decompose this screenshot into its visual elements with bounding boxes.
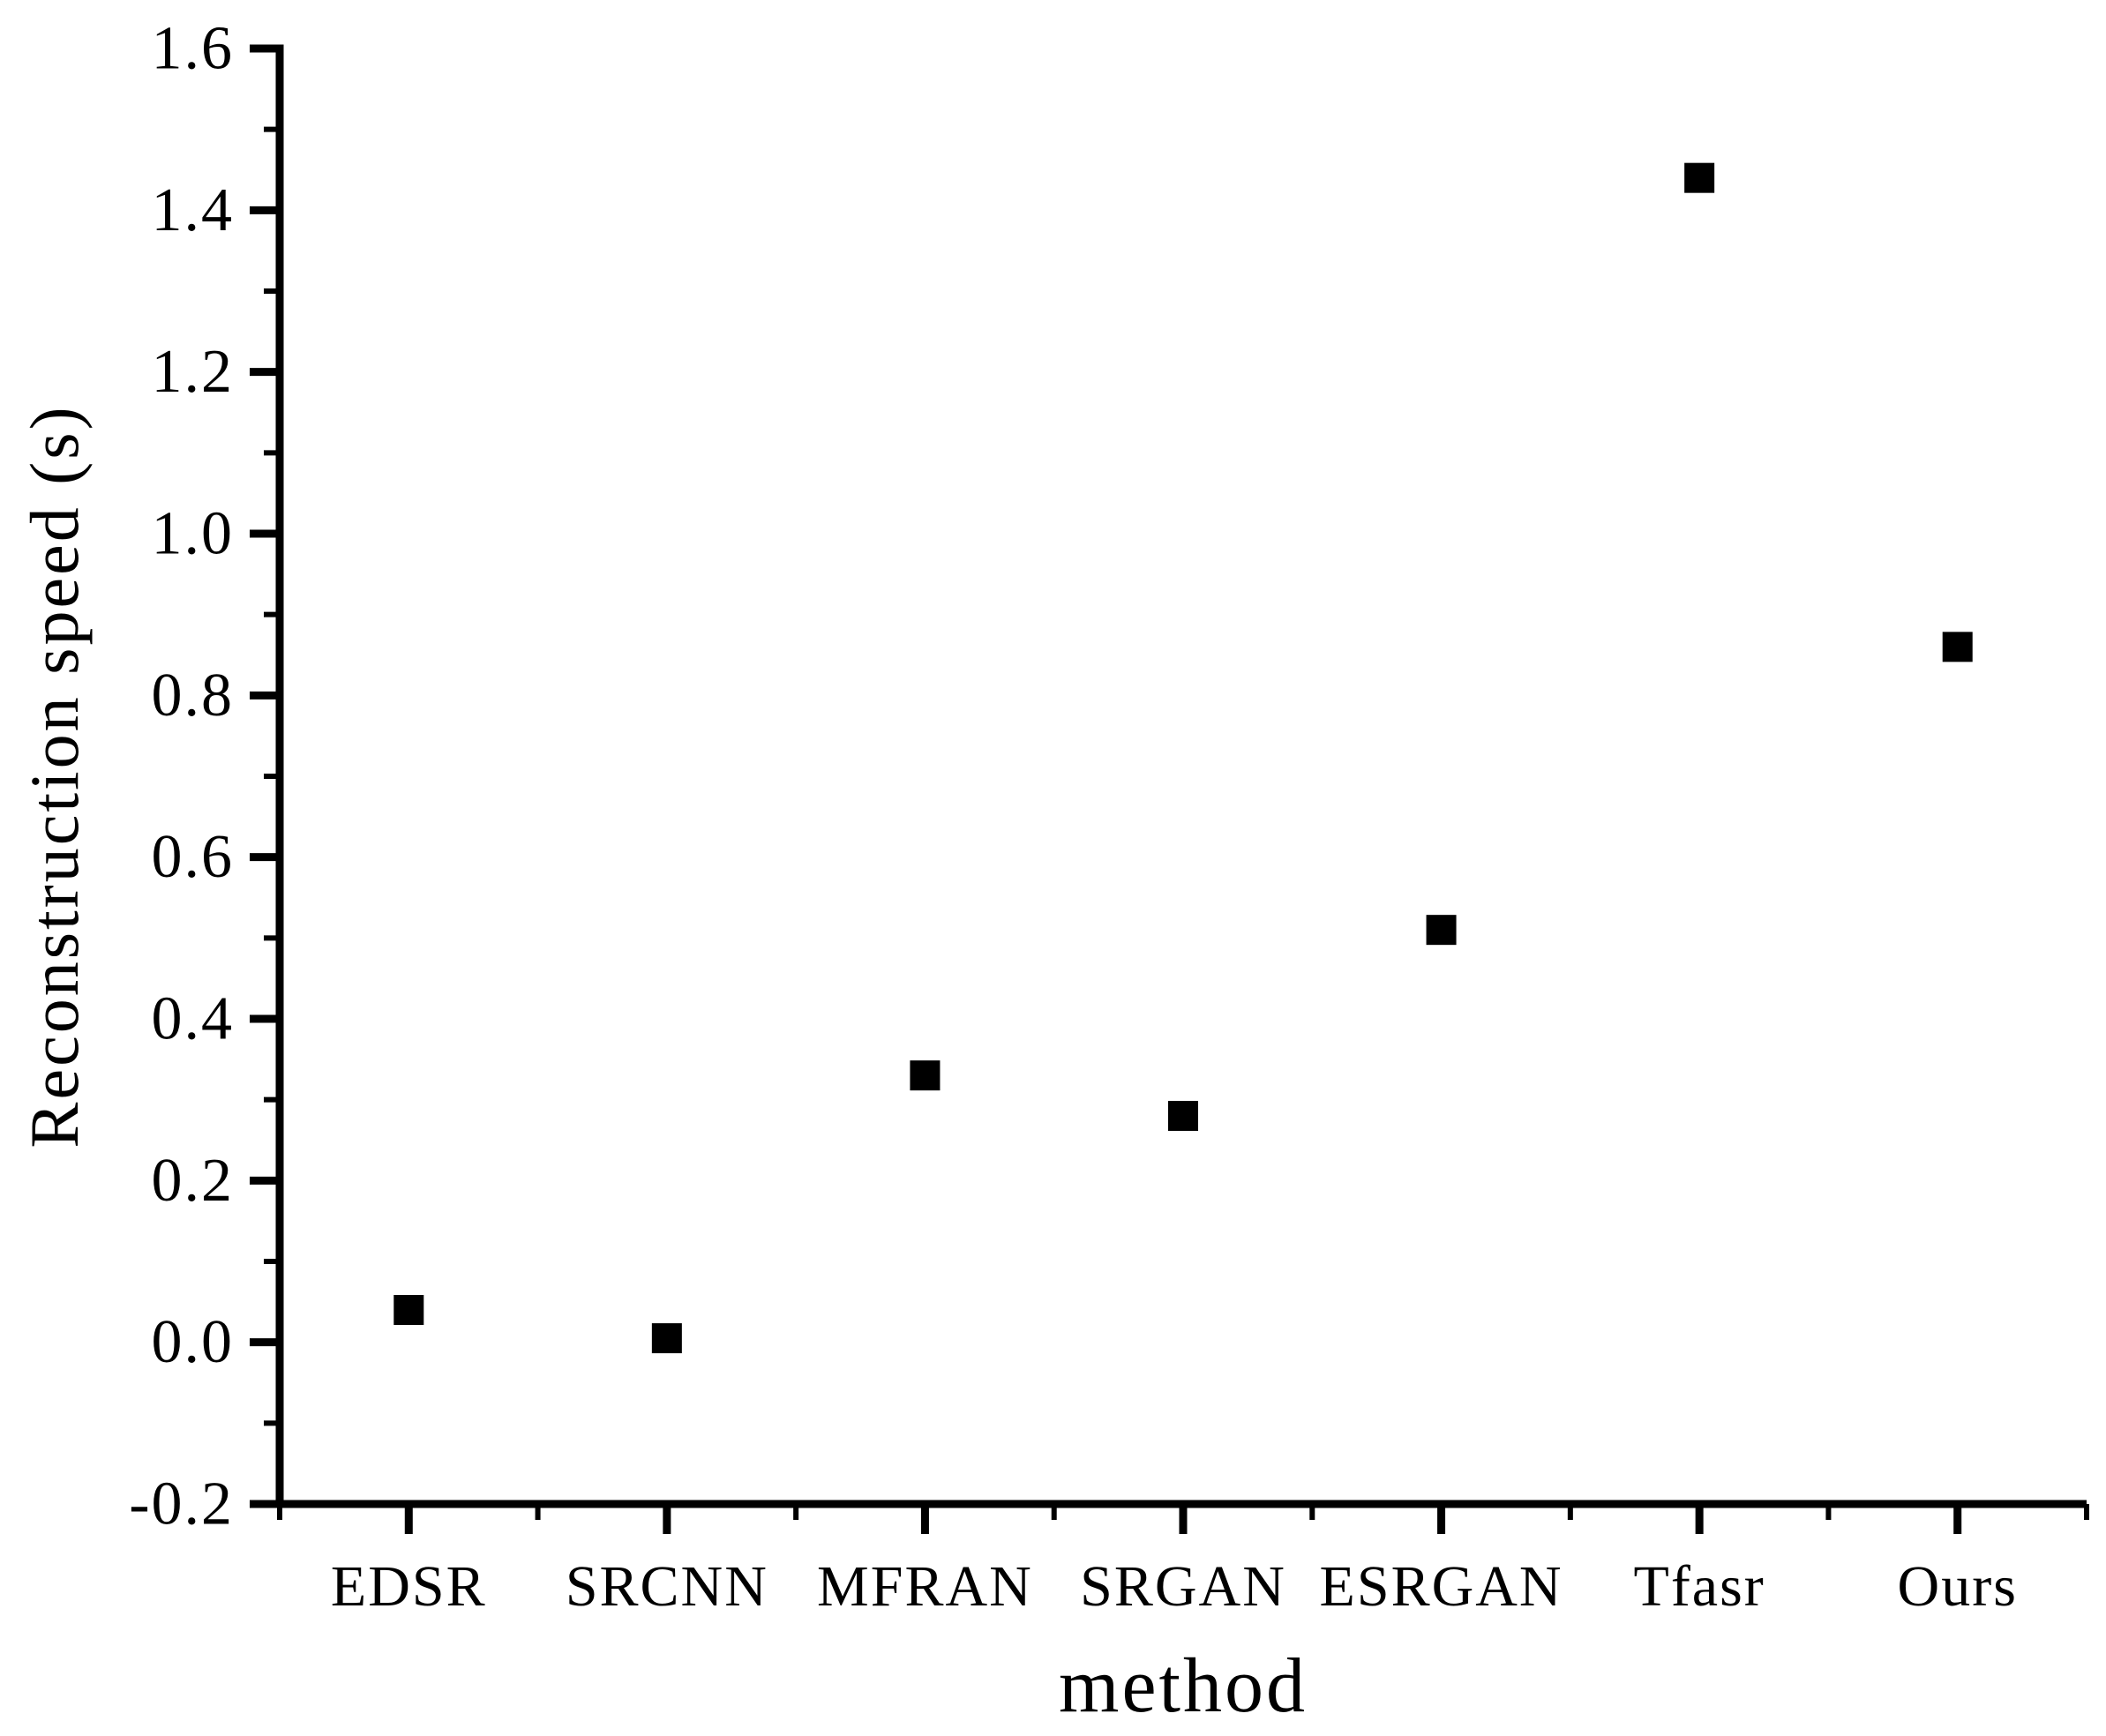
x-axis-title: method — [1059, 1643, 1308, 1729]
y-tick-label: 1.6 — [152, 15, 235, 83]
x-tick-label-esrgan: ESRGAN — [1320, 1554, 1563, 1619]
data-point-srcnn — [651, 1323, 682, 1354]
x-tick-label-tfasr: Tfasr — [1634, 1554, 1765, 1619]
y-tick-label: 1.4 — [152, 176, 235, 244]
y-axis-title: Reconstruction speed (s) — [16, 404, 93, 1149]
data-point-srgan — [1168, 1101, 1198, 1131]
data-point-tfasr — [1684, 162, 1715, 193]
y-tick-label: 0.6 — [152, 823, 235, 891]
y-tick-label: 1.2 — [152, 338, 235, 406]
y-tick-label: -0.2 — [129, 1470, 234, 1538]
y-tick-label: 0.8 — [152, 662, 235, 730]
x-tick-label-ours: Ours — [1898, 1554, 2018, 1619]
data-point-mfran — [910, 1060, 941, 1091]
data-point-edsr — [393, 1295, 424, 1325]
x-tick-label-srcnn: SRCNN — [566, 1554, 768, 1619]
data-point-ours — [1942, 632, 1973, 662]
data-point-esrgan — [1426, 915, 1457, 946]
y-tick-label: 0.0 — [152, 1308, 235, 1376]
y-tick-label: 0.2 — [152, 1147, 235, 1215]
x-tick-label-mfran: MFRAN — [817, 1554, 1033, 1619]
x-tick-label-srgan: SRGAN — [1080, 1554, 1286, 1619]
y-tick-label: 0.4 — [152, 985, 235, 1053]
y-tick-label: 1.0 — [152, 500, 235, 568]
x-tick-label-edsr: EDSR — [331, 1554, 487, 1619]
